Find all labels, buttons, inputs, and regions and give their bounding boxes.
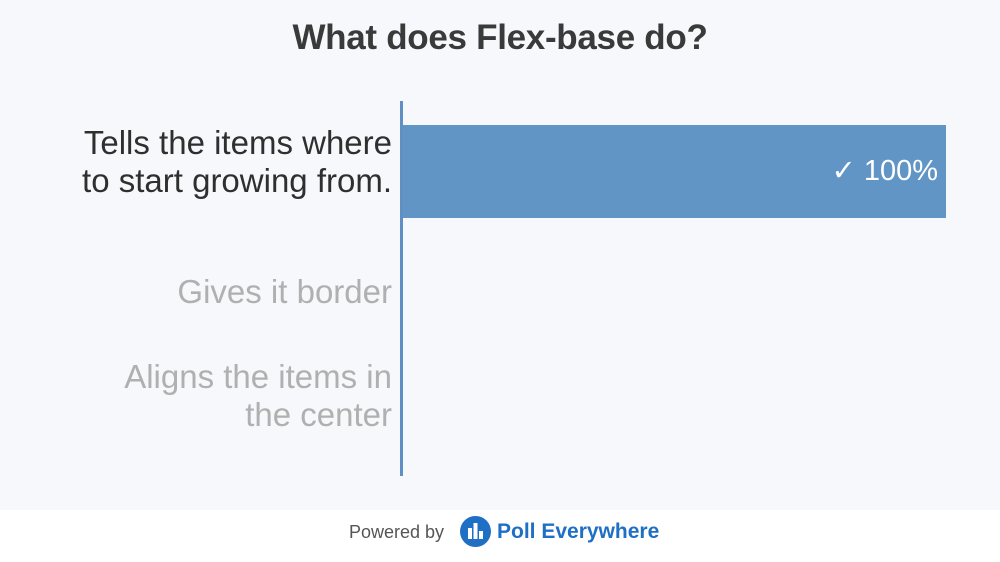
category-label-2-line-2: the center <box>245 396 392 433</box>
category-label-2-line-1: Aligns the items in <box>124 358 392 395</box>
chart-title: What does Flex-base do? <box>292 18 708 57</box>
category-label-0: Tells the items where to start growing f… <box>12 124 392 200</box>
footer: Powered by Poll Everywhere <box>0 510 1000 562</box>
category-axis-line <box>400 101 403 476</box>
category-label-1-line-1: Gives it border <box>177 273 392 310</box>
category-label-2: Aligns the items in the center <box>12 358 392 434</box>
category-label-0-line-1: Tells the items where <box>83 124 392 161</box>
category-label-0-line-2: to start growing from. <box>82 162 392 199</box>
bar-chart: Tells the items where to start growing f… <box>12 101 946 476</box>
powered-by-text: Powered by <box>349 522 445 542</box>
bar-0 <box>403 125 946 218</box>
bar-value-label-0: ✓ 100% <box>831 155 938 187</box>
poll-everywhere-logo-icon <box>460 516 491 547</box>
poll-everywhere-brand[interactable]: Poll Everywhere <box>497 520 660 543</box>
category-label-1: Gives it border <box>12 273 392 311</box>
